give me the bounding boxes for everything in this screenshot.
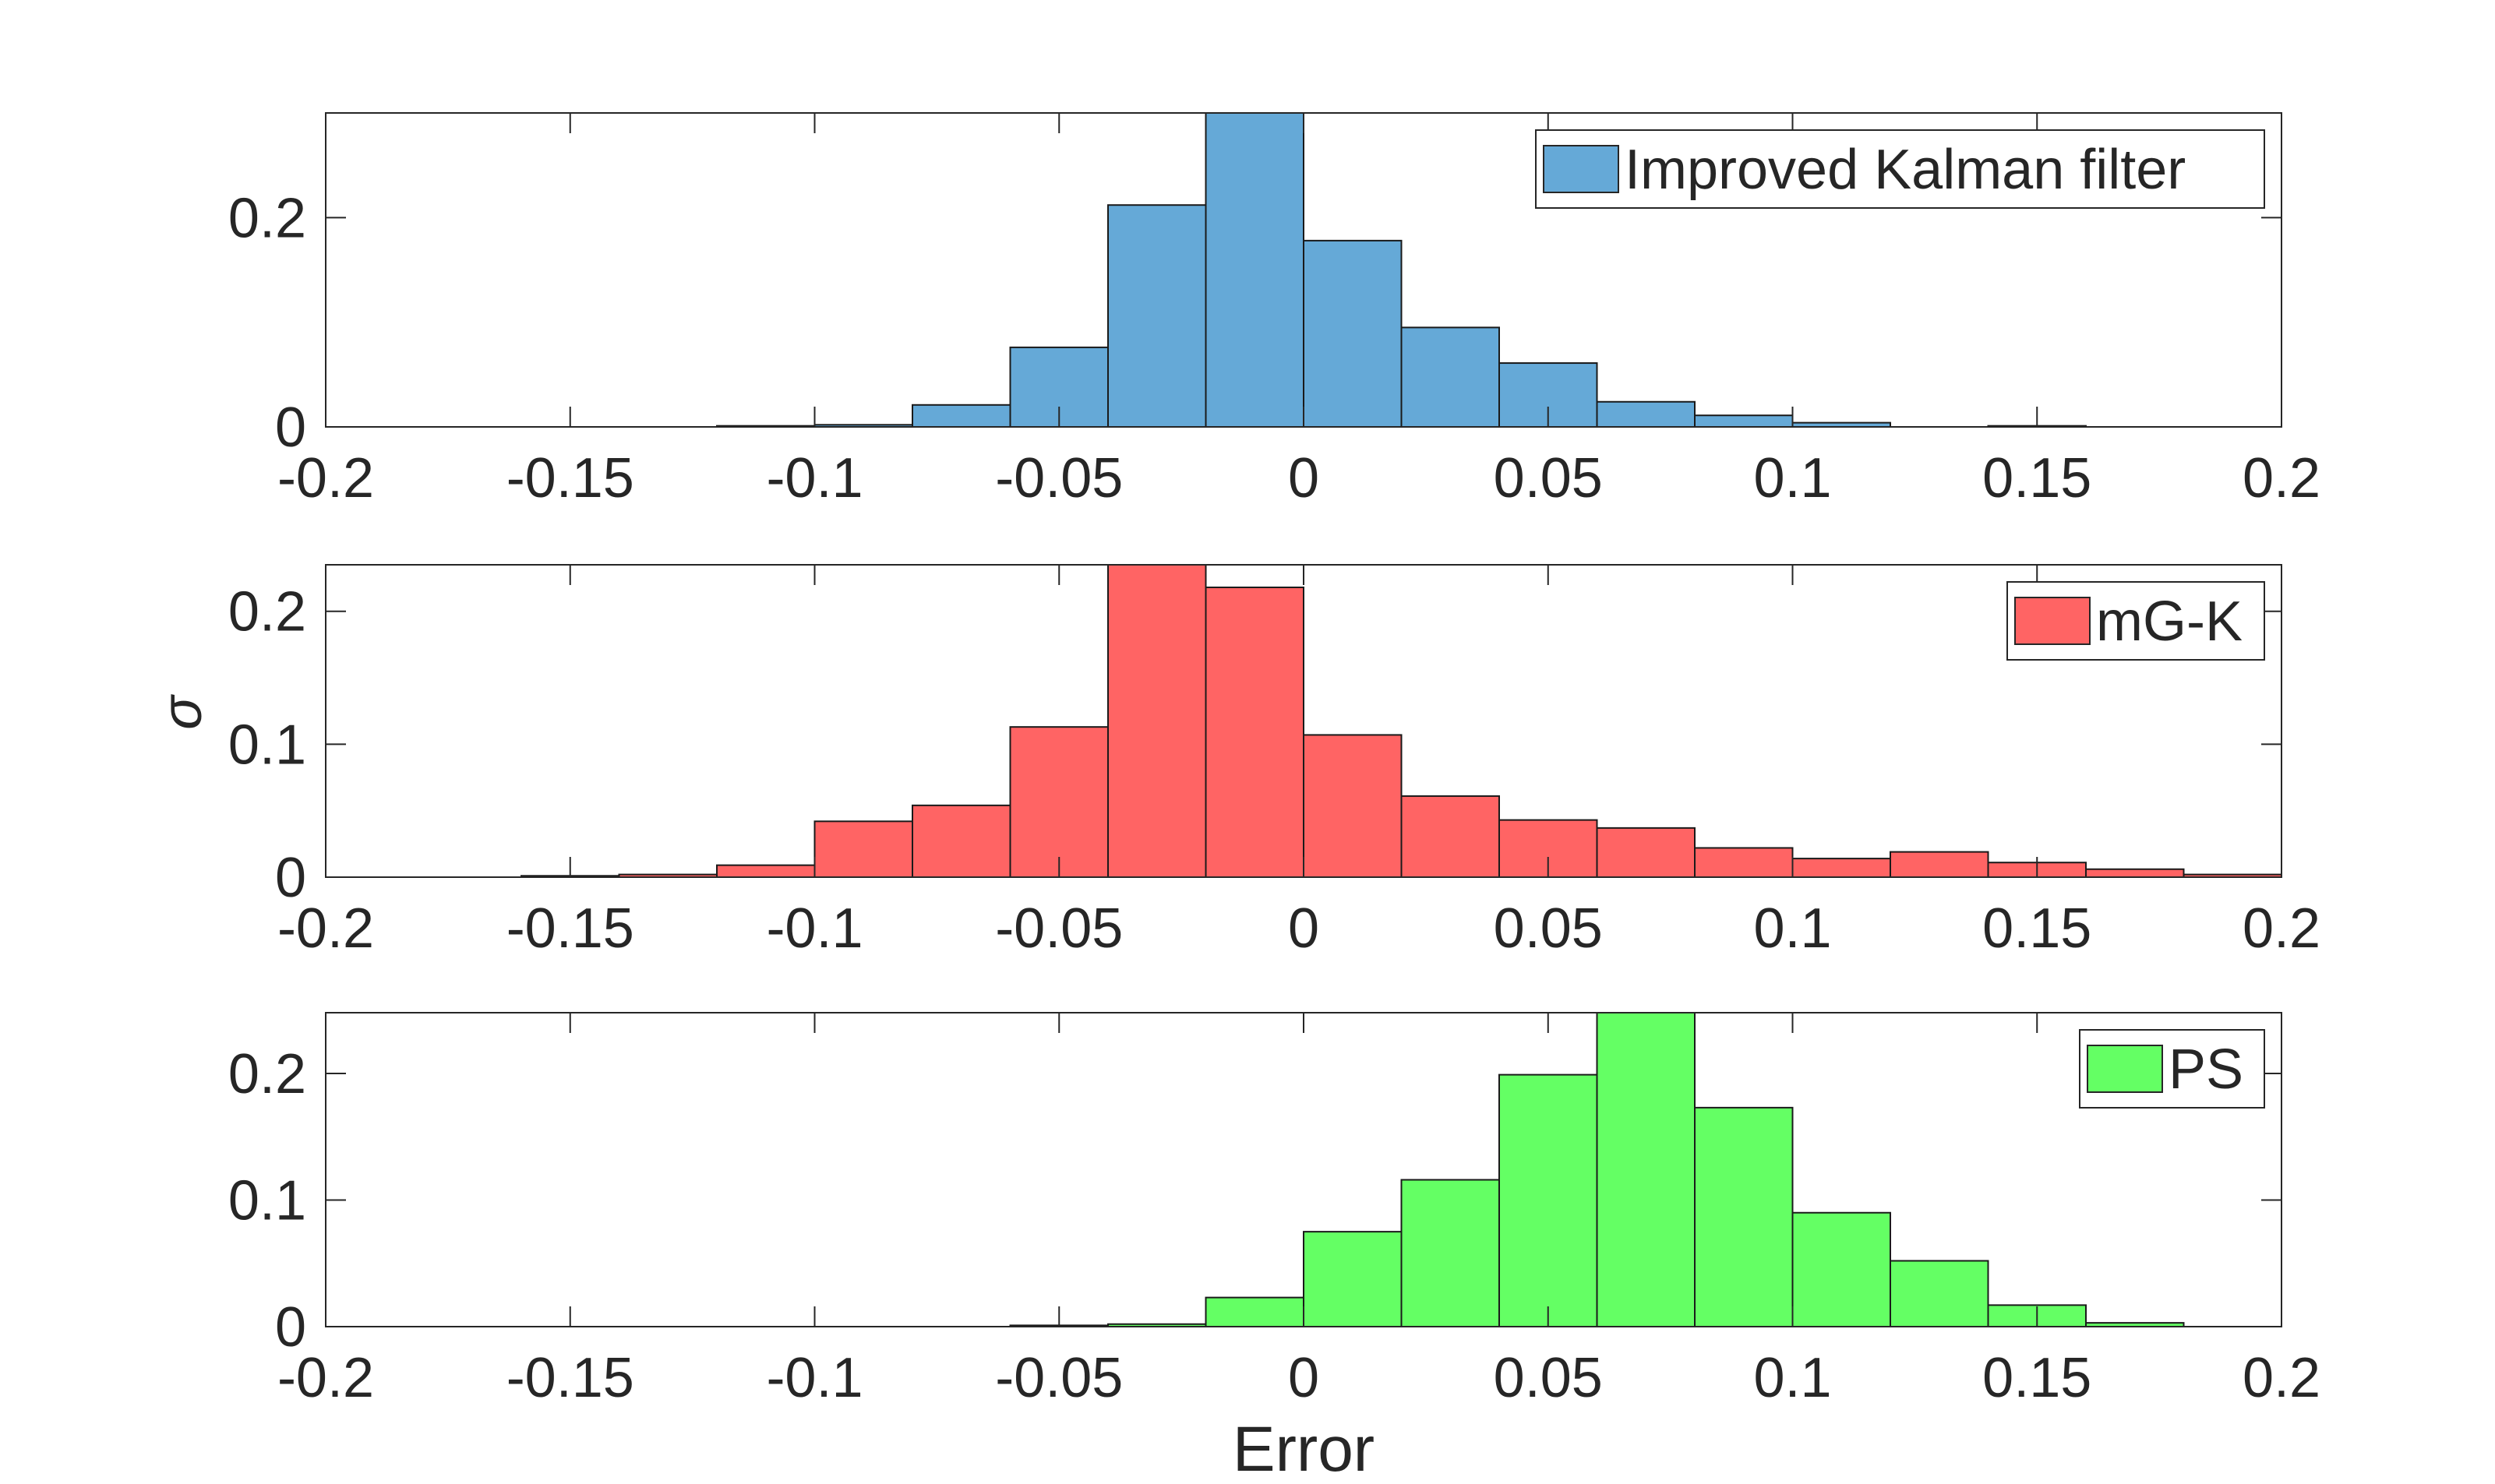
- x-axis-label: Error: [1233, 1414, 1375, 1484]
- x-tick-label: -0.05: [995, 897, 1123, 960]
- legend: mG-K: [2006, 581, 2265, 661]
- x-tick-label: 0.05: [1494, 1347, 1603, 1409]
- legend-label: PS: [2169, 1038, 2243, 1101]
- histogram-bar: [1694, 1106, 1794, 1327]
- histogram-bar: [716, 864, 816, 879]
- x-tick-label: 0.1: [1753, 447, 1831, 509]
- histogram-bar: [1596, 1012, 1696, 1327]
- histogram-bar: [1596, 400, 1696, 428]
- x-tick-label: 0.1: [1753, 1347, 1831, 1409]
- histogram-bar: [1890, 851, 1989, 879]
- x-tick-label: -0.05: [995, 1347, 1123, 1409]
- y-tick-label: 0: [275, 847, 306, 909]
- histogram-bar: [1205, 587, 1304, 878]
- x-tick-label: 0.2: [2243, 1347, 2320, 1409]
- x-tick-label: 0.1: [1753, 897, 1831, 960]
- histogram-bar: [1890, 1260, 1989, 1327]
- histogram-bar: [1791, 1211, 1891, 1327]
- legend-swatch: [2087, 1045, 2163, 1093]
- y-tick-label: 0.1: [228, 1170, 306, 1232]
- histogram-bar: [2085, 868, 2185, 879]
- legend-label: Improved Kalman filter: [1625, 139, 2186, 201]
- x-tick-label: -0.2: [277, 447, 374, 509]
- x-tick-label: -0.2: [277, 1347, 374, 1409]
- x-tick-label: 0.15: [1982, 1347, 2091, 1409]
- histogram-bar: [1107, 564, 1207, 878]
- histogram-bar: [1303, 239, 1403, 428]
- histogram-bar: [1303, 734, 1403, 878]
- x-tick-label: 0.15: [1982, 897, 2091, 960]
- x-tick-label: 0.15: [1982, 447, 2091, 509]
- x-tick-label: 0: [1288, 447, 1319, 509]
- x-tick-label: 0.2: [2243, 447, 2320, 509]
- legend-box: [1535, 129, 2265, 209]
- x-tick-label: -0.15: [506, 897, 634, 960]
- y-tick-label: 0.2: [228, 187, 306, 249]
- histogram-bar: [1205, 1296, 1304, 1327]
- legend-swatch: [1543, 145, 1619, 193]
- x-tick-label: -0.1: [766, 897, 863, 960]
- histogram-bar: [1107, 204, 1207, 428]
- histogram-bar: [1596, 827, 1696, 878]
- y-axis-label: σ: [151, 694, 214, 730]
- histogram-bar: [813, 820, 913, 878]
- histogram-bar: [1400, 795, 1500, 879]
- panels-layer: -0.2 -0.15 -0.1 -0.05 0 0.05 0.1 0.15 0.2 0 0.2 Imp…: [228, 112, 2320, 1409]
- histogram-bar: [1791, 858, 1891, 878]
- legend: Improved Kalman filter: [1535, 129, 2265, 209]
- x-tick-label: -0.15: [506, 447, 634, 509]
- y-tick-label: 0.2: [228, 581, 306, 643]
- x-tick-label: -0.1: [766, 447, 863, 509]
- x-tick-label: -0.15: [506, 1347, 634, 1409]
- x-tick-label: 0.05: [1494, 897, 1603, 960]
- histogram-bar: [1205, 112, 1304, 428]
- legend: PS: [2079, 1029, 2265, 1109]
- y-tick-label: 0: [275, 397, 306, 459]
- histogram-bar: [1498, 1073, 1598, 1327]
- panel-1: -0.2 -0.15 -0.1 -0.05 0 0.05 0.1 0.15 0.2 0 0.2 Imp…: [228, 112, 2320, 509]
- histogram-bar: [912, 404, 1011, 428]
- x-tick-label: -0.1: [766, 1347, 863, 1409]
- x-tick-label: 0: [1288, 897, 1319, 960]
- y-tick-label: 0: [275, 1296, 306, 1359]
- histogram-bar: [1009, 726, 1109, 878]
- x-tick-label: 0.05: [1494, 447, 1603, 509]
- x-tick-label: -0.05: [995, 447, 1123, 509]
- histogram-bar: [1694, 847, 1794, 879]
- x-tick-label: -0.2: [277, 897, 374, 960]
- x-tick-label: 0.2: [2243, 897, 2320, 960]
- legend-swatch: [2014, 597, 2091, 645]
- panel-2: -0.2 -0.15 -0.1 -0.05 0 0.05 0.1 0.15 0.2 0 0.1 0.2…: [228, 564, 2320, 960]
- y-tick-label: 0.1: [228, 714, 306, 776]
- legend-label: mG-K: [2096, 590, 2243, 653]
- x-tick-label: 0: [1288, 1347, 1319, 1409]
- y-tick-label: 0.2: [228, 1043, 306, 1105]
- histogram-bar: [1400, 326, 1500, 428]
- histogram-bar: [1303, 1231, 1403, 1327]
- histogram-bar: [912, 804, 1011, 879]
- histogram-bar: [1694, 414, 1794, 428]
- histogram-bar: [1400, 1179, 1500, 1327]
- panel-3: -0.2 -0.15 -0.1 -0.05 0 0.05 0.1 0.15 0.2 0 0.1 0.2…: [228, 1012, 2320, 1409]
